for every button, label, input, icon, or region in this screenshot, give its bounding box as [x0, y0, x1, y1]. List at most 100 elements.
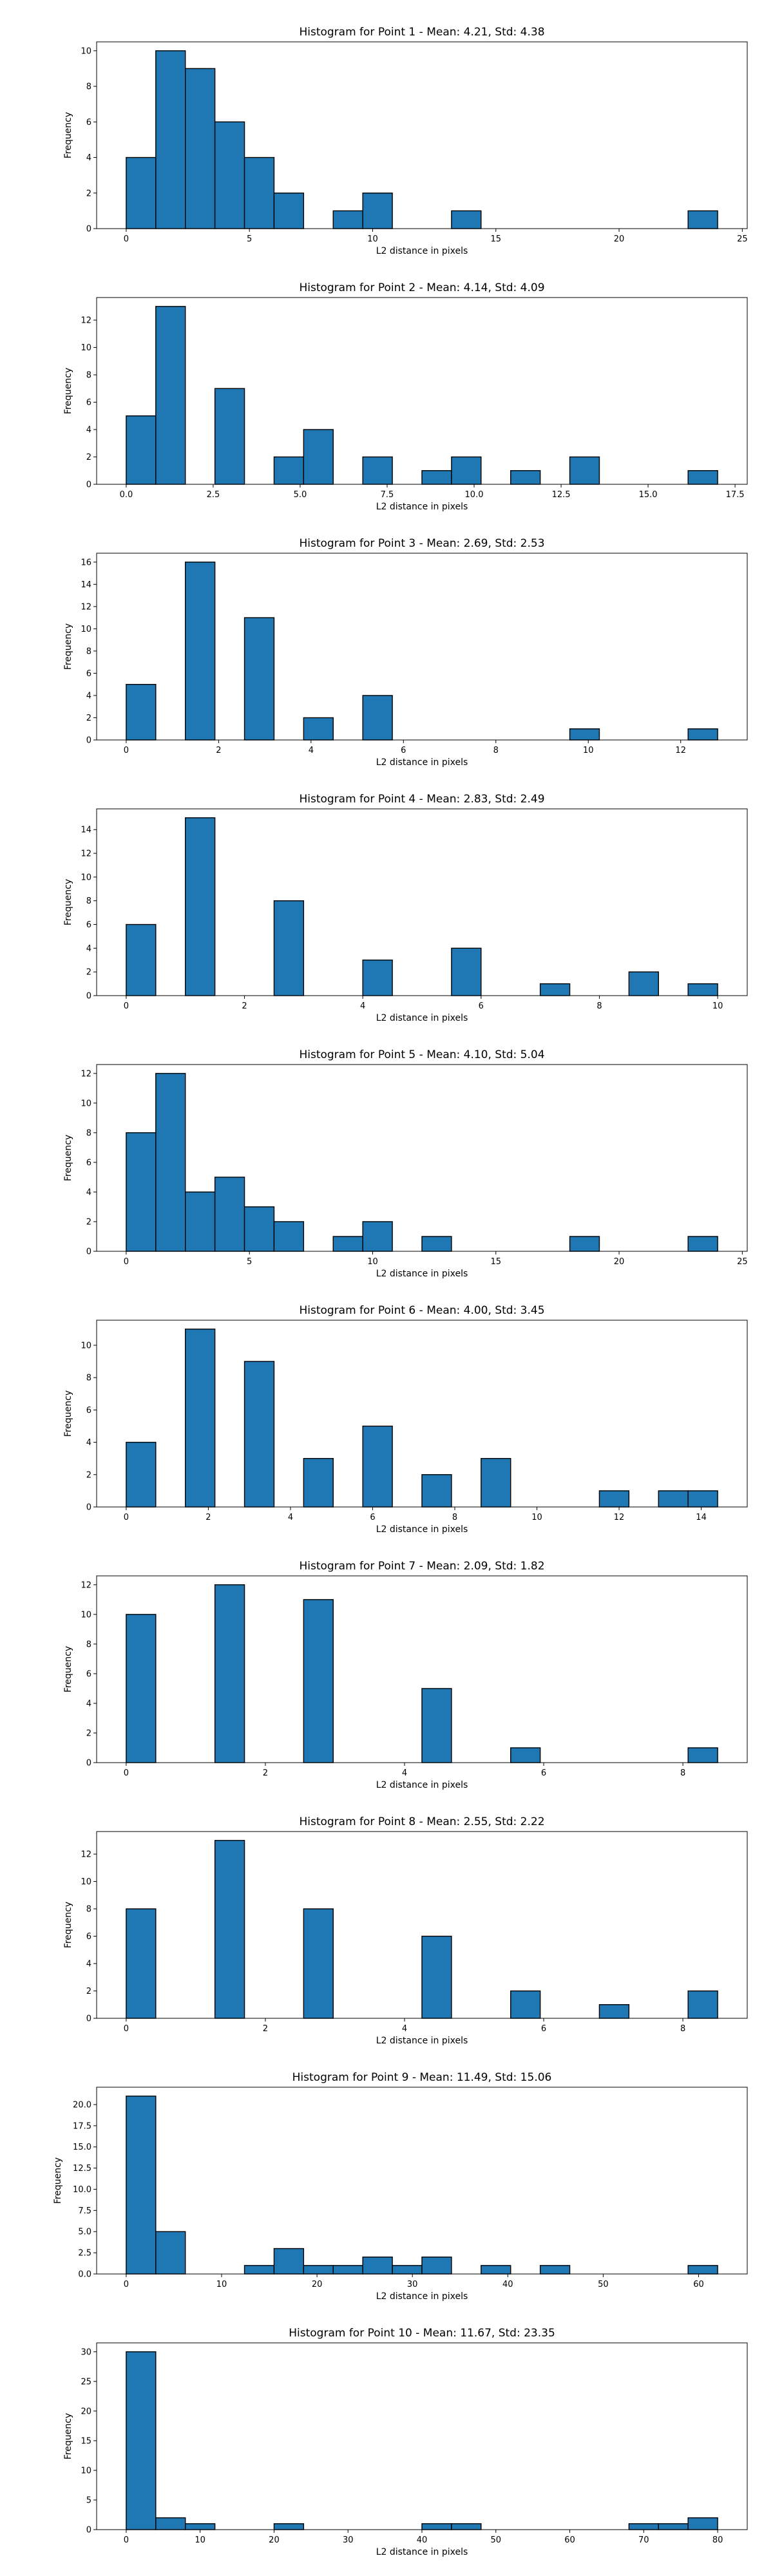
histogram-bar [332, 2265, 363, 2275]
x-tick-label: 17.5 [726, 490, 745, 500]
x-tick-label: 70 [638, 2535, 649, 2545]
histogram-bar [155, 306, 186, 485]
histogram-bar [303, 717, 334, 741]
chart-title: Histogram for Point 6 - Mean: 4.00, Std:… [299, 1304, 544, 1317]
histogram-bar [185, 817, 216, 996]
histogram-bar [155, 2517, 186, 2530]
histogram-bar [332, 210, 363, 229]
y-tick-label: 10 [81, 1610, 91, 1620]
x-tick-label: 0 [124, 746, 129, 755]
y-tick-label: 10 [81, 343, 91, 353]
x-tick-label: 5 [247, 234, 252, 244]
y-tick-label: 10 [81, 625, 91, 634]
y-tick-label: 0 [86, 1503, 91, 1513]
histogram-bar [273, 2523, 305, 2530]
histogram-bar [362, 193, 393, 229]
y-tick-label: 6 [86, 1932, 91, 1942]
histogram-bar [126, 683, 157, 741]
chart-title: Histogram for Point 3 - Mean: 2.69, Std:… [299, 537, 544, 550]
y-tick-label: 10 [81, 1341, 91, 1350]
histogram-bar [598, 2004, 630, 2019]
y-tick-label: 7.5 [78, 2206, 91, 2216]
x-tick-label: 0 [124, 1257, 129, 1267]
histogram-bar [185, 68, 216, 229]
chart-title: Histogram for Point 2 - Mean: 4.14, Std:… [299, 281, 544, 294]
axes-frame [96, 2342, 748, 2530]
histogram-bar [126, 1908, 157, 2019]
y-tick-label: 6 [86, 1158, 91, 1168]
histogram-bar [687, 2517, 718, 2530]
histogram-bar [687, 2265, 718, 2275]
axes-frame [96, 1064, 748, 1252]
y-tick-label: 10.0 [73, 2185, 91, 2195]
y-tick-label: 6 [86, 1669, 91, 1679]
chart-title: Histogram for Point 10 - Mean: 11.67, St… [289, 2327, 555, 2340]
y-tick-label: 6 [86, 669, 91, 679]
histogram-bar [126, 156, 157, 229]
y-tick-label: 0 [86, 225, 91, 234]
x-tick-label: 15 [490, 234, 501, 244]
histogram-bar [332, 1236, 363, 1252]
x-tick-label: 10 [195, 2535, 205, 2545]
y-axis-label: Frequency [63, 1902, 73, 1948]
y-tick-label: 8 [86, 896, 91, 906]
y-axis-label: Frequency [63, 112, 73, 158]
histogram-bar [421, 1935, 452, 2019]
x-tick-label: 20 [269, 2535, 280, 2545]
x-tick-label: 6 [401, 746, 406, 755]
histogram-bar [214, 121, 245, 229]
y-tick-label: 8 [86, 1374, 91, 1383]
y-axis-label: Frequency [63, 1390, 73, 1437]
histogram-bar [687, 1990, 718, 2019]
y-tick-label: 4 [86, 1699, 91, 1709]
histogram-panel-1: 0 5 10 15 20 25 0 2 4 6 8 10 Histogram for Point 1 -… [63, 26, 748, 256]
x-tick-label: 80 [712, 2535, 723, 2545]
histogram-bar [362, 456, 393, 485]
y-tick-label: 0 [86, 736, 91, 746]
x-tick-label: 2.5 [207, 490, 220, 500]
y-tick-label: 4 [86, 153, 91, 163]
y-tick-label: 2 [86, 1728, 91, 1738]
y-tick-label: 15.0 [73, 2143, 91, 2152]
x-tick-label: 60 [564, 2535, 575, 2545]
histogram-bar [628, 971, 659, 996]
histogram-bar [155, 2231, 186, 2275]
histogram-panel-8: 0 2 4 6 8 0 2 4 6 8 10 12 Histogram for Point 8 - Me… [63, 1815, 748, 2046]
histogram-bar [569, 728, 600, 741]
histogram-bar [421, 1236, 452, 1252]
histogram-panel-6: 0 2 4 6 8 10 12 14 0 2 4 6 8 10 Histogram for Point 6 … [63, 1304, 748, 1535]
histogram-bar [628, 2523, 659, 2530]
histogram-panel-9: 0 10 20 30 40 50 60 0.0 2.5 5.0 7.5 10.0 12.5 15.0 17.… [53, 2071, 748, 2302]
histogram-bar [126, 1614, 157, 1763]
y-tick-label: 10 [81, 1099, 91, 1108]
histogram-bar [126, 923, 157, 996]
y-axis-label: Frequency [63, 368, 73, 414]
y-tick-label: 12 [81, 849, 91, 859]
x-tick-label: 10 [367, 234, 378, 244]
x-tick-label: 20 [312, 2280, 323, 2289]
x-tick-label: 5 [247, 1257, 252, 1267]
histogram-bar [421, 1688, 452, 1763]
histogram-bar [126, 2351, 157, 2530]
axes-frame [96, 2087, 748, 2275]
y-tick-label: 12 [81, 1069, 91, 1079]
chart-title: Histogram for Point 1 - Mean: 4.21, Std:… [299, 26, 544, 39]
x-axis-label: L2 distance in pixels [376, 502, 468, 512]
histogram-bar [421, 470, 452, 485]
axes-frame [96, 1575, 748, 1763]
y-tick-label: 12 [81, 1580, 91, 1590]
x-tick-label: 0 [124, 2024, 129, 2034]
histogram-bar [687, 1747, 718, 1763]
x-tick-label: 0 [124, 1001, 129, 1011]
y-tick-label: 6 [86, 920, 91, 930]
y-tick-label: 30 [81, 2347, 91, 2357]
y-tick-label: 4 [86, 1960, 91, 1969]
histogram-bar [421, 2256, 452, 2275]
histogram-panel-7: 0 2 4 6 8 0 2 4 6 8 10 12 Histogram for Point 7 - Me… [63, 1560, 748, 1790]
x-tick-label: 50 [490, 2535, 501, 2545]
x-tick-label: 8 [493, 746, 499, 755]
histogram-bar [243, 1361, 275, 1508]
histogram-bar [243, 1206, 275, 1252]
x-tick-label: 0 [124, 2280, 129, 2289]
